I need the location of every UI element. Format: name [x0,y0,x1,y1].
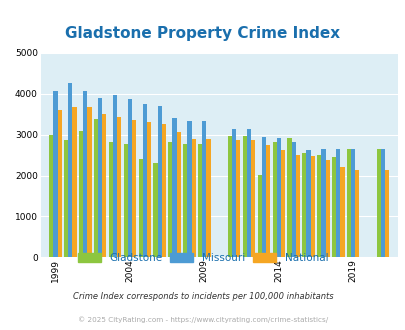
Bar [72,107,77,257]
Bar [202,121,206,257]
Bar [87,107,91,257]
Bar [250,140,255,257]
Text: Crime Index corresponds to incidents per 100,000 inhabitants: Crime Index corresponds to incidents per… [72,292,333,301]
Bar [68,83,72,257]
Bar [64,140,68,257]
Bar [147,121,151,257]
Bar [242,136,246,257]
Bar [376,148,380,257]
Bar [335,148,339,257]
Bar [109,143,113,257]
Bar [198,145,202,257]
Bar [143,104,147,257]
Bar [306,150,310,257]
Bar [206,139,210,257]
Bar [183,145,187,257]
Bar [83,91,87,257]
Bar [58,110,62,257]
Bar [138,159,143,257]
Bar [346,148,350,257]
Bar [227,136,232,257]
Bar [272,142,276,257]
Bar [291,142,295,257]
Bar [350,148,354,257]
Bar [246,129,250,257]
Bar [128,99,132,257]
Bar [295,155,299,257]
Bar [261,137,265,257]
Text: © 2025 CityRating.com - https://www.cityrating.com/crime-statistics/: © 2025 CityRating.com - https://www.city… [78,316,327,323]
Bar [331,157,335,257]
Bar [79,131,83,257]
Bar [124,145,128,257]
Bar [157,106,161,257]
Bar [187,121,191,257]
Bar [161,124,166,257]
Bar [98,98,102,257]
Bar [287,138,291,257]
Bar [102,114,106,257]
Bar [257,175,261,257]
Bar [310,155,314,257]
Bar [302,153,306,257]
Bar [117,116,121,257]
Bar [232,128,236,257]
Legend: Gladstone, Missouri, National: Gladstone, Missouri, National [73,248,332,267]
Bar [380,148,384,257]
Bar [316,155,321,257]
Bar [354,170,358,257]
Bar [325,160,329,257]
Bar [132,120,136,257]
Bar [113,95,117,257]
Bar [49,135,53,257]
Bar [276,138,280,257]
Bar [172,118,176,257]
Bar [94,119,98,257]
Bar [168,143,172,257]
Bar [321,148,325,257]
Bar [153,163,157,257]
Bar [236,140,240,257]
Bar [191,139,195,257]
Bar [384,170,388,257]
Bar [53,91,58,257]
Bar [265,145,269,257]
Bar [280,150,284,257]
Bar [176,132,180,257]
Bar [339,167,344,257]
Text: Gladstone Property Crime Index: Gladstone Property Crime Index [65,26,340,41]
